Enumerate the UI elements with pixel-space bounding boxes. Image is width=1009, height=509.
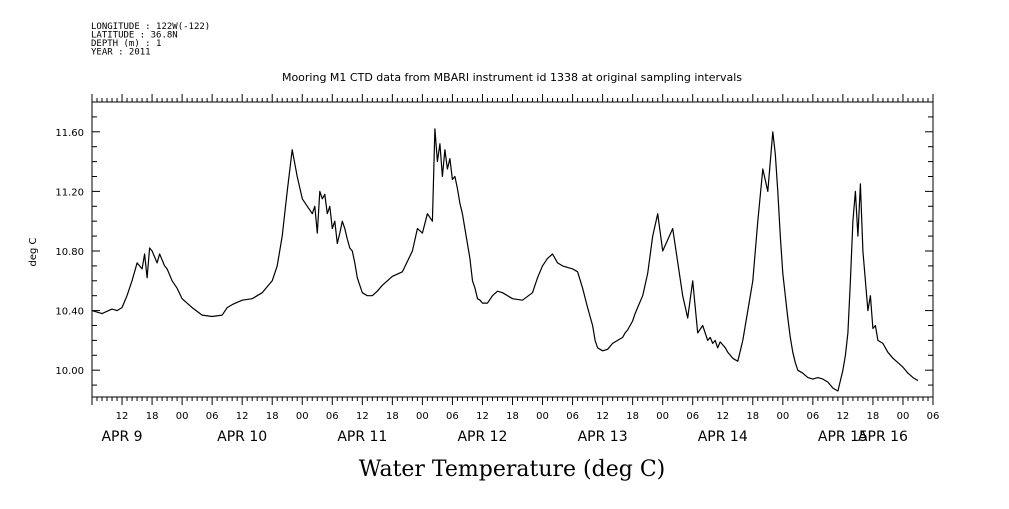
x-tick-label: 18 [867,411,880,422]
x-tick-label: 06 [806,411,819,422]
x-tick-labels: 12 18 00 06 12 18 00 06 12 18 00 06 12 18 00 06 12 18 00 06… [116,411,940,422]
day-label: APR 13 [578,429,628,445]
x-tick-label: 00 [776,411,789,422]
chart-metadata: LONGITUDE : 122W(-122)LATITUDE : 36.8NDE… [91,22,210,58]
y-axis-label: deg C [28,237,39,266]
x-tick-label: 12 [716,411,729,422]
day-label: APR 16 [858,429,908,445]
x-tick-label: 00 [656,411,669,422]
x-tick-label: 18 [146,411,159,422]
x-tick-label: 06 [927,411,940,422]
x-tick-label: 18 [506,411,519,422]
x-tick-label: 18 [746,411,759,422]
x-axis-title: Water Temperature (deg C) [359,457,666,482]
x-tick-label: 06 [326,411,339,422]
metadata-line: LONGITUDE : 122W(-122) [91,22,210,32]
series-line [91,128,919,392]
day-label: APR 12 [457,429,507,445]
x-tick-label: 18 [626,411,639,422]
x-tick-label: 06 [446,411,459,422]
y-tick-labels: 10.00 10.40 10.80 11.20 11.60 [55,128,84,377]
y-tick-label: 10.80 [55,247,84,258]
y-tick-label: 11.20 [55,187,84,198]
x-tick-label: 00 [536,411,549,422]
y-tick-label: 11.60 [55,128,84,139]
x-tick-label: 00 [176,411,189,422]
x-tick-label: 18 [386,411,399,422]
x-tick-label: 12 [837,411,850,422]
x-tick-label: 12 [236,411,249,422]
x-tick-label: 06 [566,411,579,422]
plot-frame [91,101,934,398]
day-label: APR 11 [337,429,387,445]
x-tick-label: 12 [116,411,129,422]
x-tick-label: 18 [266,411,279,422]
day-label: APR 9 [101,429,142,445]
day-label: APR 10 [217,429,267,445]
x-tick-label: 06 [206,411,219,422]
chart-title: Mooring M1 CTD data from MBARI instrumen… [282,71,742,84]
axes [91,94,934,405]
metadata-line: DEPTH (m) : 1 [91,39,161,49]
x-tick-label: 00 [296,411,309,422]
y-tick-label: 10.40 [55,307,84,318]
x-tick-label: 12 [596,411,609,422]
metadata-line: YEAR : 2011 [91,48,151,58]
series-group [91,128,919,392]
day-labels: APR 9 APR 10 APR 11 APR 12 APR 13 APR 14 APR 1… [101,429,908,445]
day-label: APR 14 [698,429,748,445]
x-tick-label: 00 [897,411,910,422]
x-tick-label: 12 [356,411,369,422]
metadata-line: LATITUDE : 36.8N [91,31,178,41]
x-tick-label: 06 [686,411,699,422]
day-label: APR 15 [818,429,868,445]
y-tick-label: 10.00 [55,366,84,377]
x-tick-label: 00 [416,411,429,422]
x-tick-label: 12 [476,411,489,422]
